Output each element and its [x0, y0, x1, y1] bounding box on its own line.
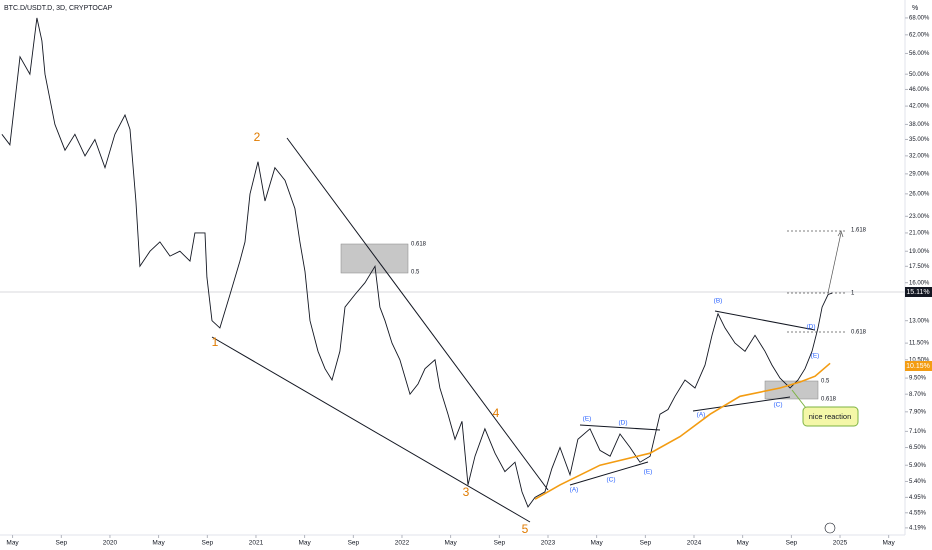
y-tick-label: 8.70%: [909, 392, 927, 398]
y-tick-label: 46.00%: [909, 87, 930, 93]
y-tick-label: 23.00%: [909, 214, 930, 220]
y-tick-label: 6.50%: [909, 445, 927, 451]
fib-box: [764, 380, 819, 400]
moving-average: [534, 362, 831, 500]
y-tick-label: 56.00%: [909, 51, 930, 57]
x-tick-label: May: [6, 540, 19, 547]
x-tick-label: Sep: [494, 540, 506, 547]
annotation: 0.5: [821, 379, 830, 385]
x-tick-label: 2023: [541, 540, 556, 547]
callout-line: [791, 389, 807, 409]
annotation: 3: [463, 485, 470, 499]
y-tick-label: 50.00%: [909, 72, 930, 78]
annotation: (A): [570, 487, 579, 494]
arrow-head: [837, 230, 844, 238]
price-tag-label: 15.11%: [906, 289, 929, 296]
y-tick-label: 7.10%: [909, 429, 927, 435]
arrow: [827, 232, 842, 294]
y-tick-label: 13.00%: [909, 318, 930, 324]
y-tick-label: 10.50%: [909, 357, 930, 363]
annotation: (E): [583, 416, 592, 423]
annotation: 1.618: [851, 228, 867, 234]
x-tick-label: 2021: [249, 540, 264, 547]
annotation: (D): [806, 324, 815, 331]
y-tick-label: 62.00%: [909, 32, 930, 38]
x-tick-label: Sep: [348, 540, 360, 547]
y-tick-label: 4.19%: [909, 525, 927, 531]
trendline: [714, 310, 816, 331]
y-tick-label: 68.00%: [909, 16, 930, 22]
x-tick-label: Sep: [640, 540, 652, 547]
annotation: 0.618: [821, 397, 837, 403]
x-tick-label: 2022: [395, 540, 410, 547]
annotation: 4: [493, 406, 500, 420]
annotation: 1: [212, 335, 219, 349]
trendline: [579, 424, 661, 431]
y-tick-label: 17.50%: [909, 264, 930, 270]
annotation: (E): [644, 469, 653, 476]
x-tick-label: Sep: [56, 540, 68, 547]
annotation: (C): [773, 402, 782, 409]
ma-tag-label: 10.15%: [906, 363, 930, 370]
annotation: (D): [618, 420, 627, 427]
x-tick-label: May: [590, 540, 603, 547]
x-tick-label: May: [152, 540, 165, 547]
annotation: 2: [254, 130, 261, 144]
y-tick-label: 4.95%: [909, 495, 927, 501]
chart-title: BTC.D/USDT.D, 3D, CRYPTOCAP: [4, 5, 113, 12]
settings-icon[interactable]: [824, 522, 836, 534]
annotation: (A): [697, 412, 706, 419]
annotation: (E): [811, 353, 820, 360]
annotation: (B): [714, 298, 723, 305]
y-tick-label: 32.00%: [909, 153, 930, 159]
axis-unit: %: [912, 5, 918, 12]
annotation: 5: [522, 522, 529, 536]
trendline: [211, 336, 531, 523]
y-tick-label: 7.90%: [909, 409, 927, 415]
price-tag: [905, 287, 932, 297]
x-tick-label: Sep: [202, 540, 214, 547]
trendline: [692, 396, 791, 412]
annotation: (C): [606, 477, 615, 484]
y-tick-label: 42.00%: [909, 104, 930, 110]
annotation: 1: [851, 291, 855, 297]
y-tick-label: 35.00%: [909, 137, 930, 143]
ma-tag: [905, 361, 932, 371]
y-tick-label: 21.00%: [909, 231, 930, 237]
x-tick-label: Sep: [786, 540, 798, 547]
y-tick-label: 9.50%: [909, 376, 927, 382]
x-tick-label: May: [736, 540, 749, 547]
price-line: [1, 17, 833, 508]
x-tick-label: 2025: [833, 540, 848, 547]
y-tick-label: 4.55%: [909, 510, 927, 516]
x-tick-label: May: [298, 540, 311, 547]
x-tick-label: May: [444, 540, 457, 547]
callout: [802, 406, 859, 427]
trendline: [569, 461, 649, 486]
y-tick-label: 11.50%: [909, 341, 930, 347]
fib-box: [340, 243, 409, 274]
annotation: nice reaction: [809, 412, 852, 421]
annotation: 0.618: [411, 242, 427, 248]
x-tick-label: May: [883, 540, 896, 547]
y-tick-label: 38.00%: [909, 122, 930, 128]
trendline: [286, 137, 549, 491]
y-tick-label: 5.40%: [909, 479, 927, 485]
y-tick-label: 19.00%: [909, 249, 930, 255]
annotation: 0.5: [411, 270, 420, 276]
annotation: 0.618: [851, 330, 867, 336]
y-tick-label: 5.90%: [909, 463, 927, 469]
y-tick-label: 16.00%: [909, 280, 930, 286]
x-tick-label: 2020: [103, 540, 118, 547]
y-tick-label: 29.00%: [909, 171, 930, 177]
x-tick-label: 2024: [687, 540, 702, 547]
y-tick-label: 26.00%: [909, 191, 930, 197]
